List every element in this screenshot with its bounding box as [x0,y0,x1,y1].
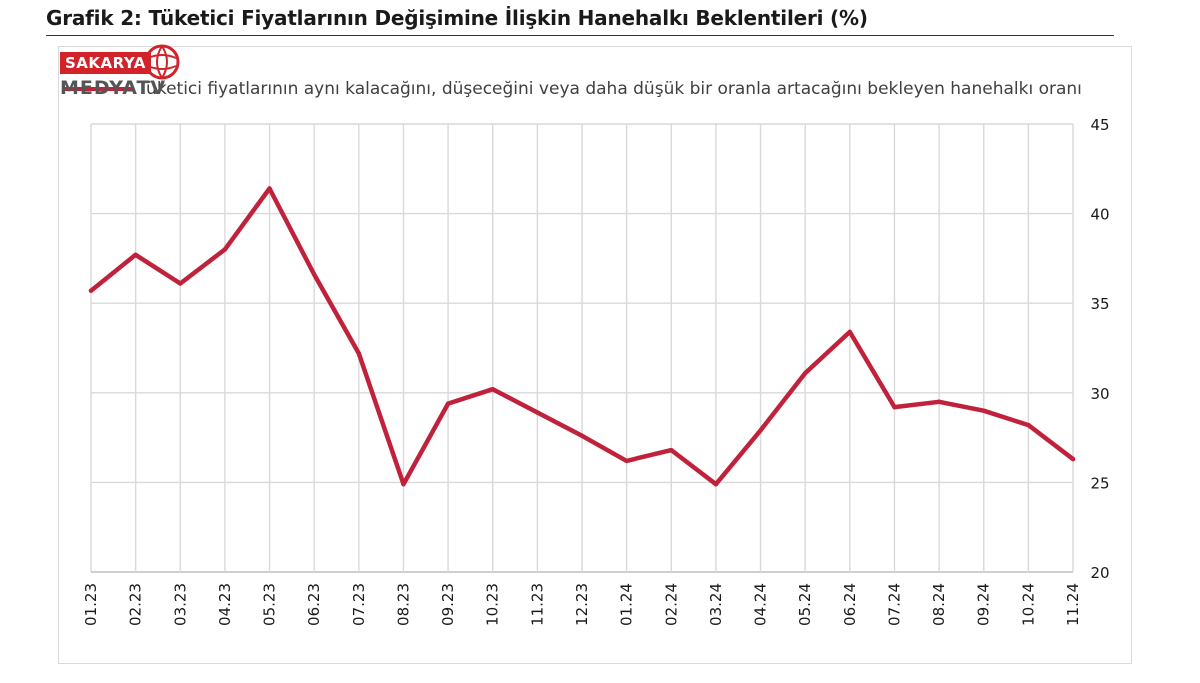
x-tick-label: 12.23 [573,583,591,626]
data-point [1026,422,1031,428]
data-point [579,433,585,439]
data-point [356,351,362,356]
x-tick-label: 06.23 [305,583,323,626]
x-tick-label: 01.23 [82,583,100,626]
x-tick-label: 10.23 [484,583,502,626]
y-tick-label: 40 [1090,206,1109,224]
data-point [802,370,808,376]
x-tick-label: 02.24 [662,583,680,626]
x-tick-label: 08.24 [930,583,948,626]
x-tick-label: 08.23 [394,583,412,626]
data-point [133,252,138,258]
x-tick-label: 11.24 [1064,583,1082,626]
logo-top-text: SAKARYA [60,52,151,74]
logo-bottom-text: MEDYATV [60,77,167,99]
x-tick-label: 04.24 [752,583,770,626]
x-tick-label: 03.24 [707,583,725,626]
x-tick-label: 09.24 [975,583,993,626]
watermark-logo: SAKARYA MEDYATV [60,44,185,100]
x-tick-label: 09.23 [439,583,457,626]
x-tick-label: 05.24 [796,583,814,626]
title-divider [46,35,1114,36]
data-point [88,288,94,293]
y-tick-label: 30 [1090,385,1109,403]
data-point [311,272,317,277]
x-tick-label: 07.23 [350,583,368,626]
data-point [981,408,986,413]
x-tick-label: 10.24 [1019,583,1037,626]
legend-label: Tüketici fiyatlarının aynı kalacağını, d… [138,79,1082,99]
data-point [445,401,451,406]
y-tick-label: 35 [1090,295,1109,313]
x-tick-label: 07.24 [885,583,903,626]
x-tick-label: 03.23 [171,583,189,626]
chart-frame [58,46,1132,664]
y-tick-label: 25 [1090,474,1109,492]
data-point [178,281,183,286]
y-tick-label: 20 [1090,564,1109,582]
data-point [847,329,853,335]
data-point [490,387,495,392]
data-point [1070,456,1076,462]
data-point [401,481,406,487]
data-point [936,399,942,404]
data-point [892,404,897,410]
x-tick-label: 05.23 [261,583,279,626]
data-point [624,458,629,464]
y-tick-label: 45 [1090,116,1109,134]
legend-swatch [62,87,132,91]
chart-title: Grafik 2: Tüketici Fiyatlarının Değişimi… [46,6,868,30]
x-tick-label: 06.24 [841,583,859,626]
data-point [535,410,540,415]
x-tick-label: 11.23 [528,583,546,626]
data-point [713,481,719,487]
x-tick-label: 01.24 [618,583,636,626]
chart-legend: Tüketici fiyatlarının aynı kalacağını, d… [62,79,1082,99]
data-point [669,447,674,453]
data-point [758,428,763,433]
x-tick-label: 02.23 [127,583,145,626]
data-point [222,247,228,252]
data-point [267,186,272,191]
x-tick-label: 04.23 [216,583,234,626]
